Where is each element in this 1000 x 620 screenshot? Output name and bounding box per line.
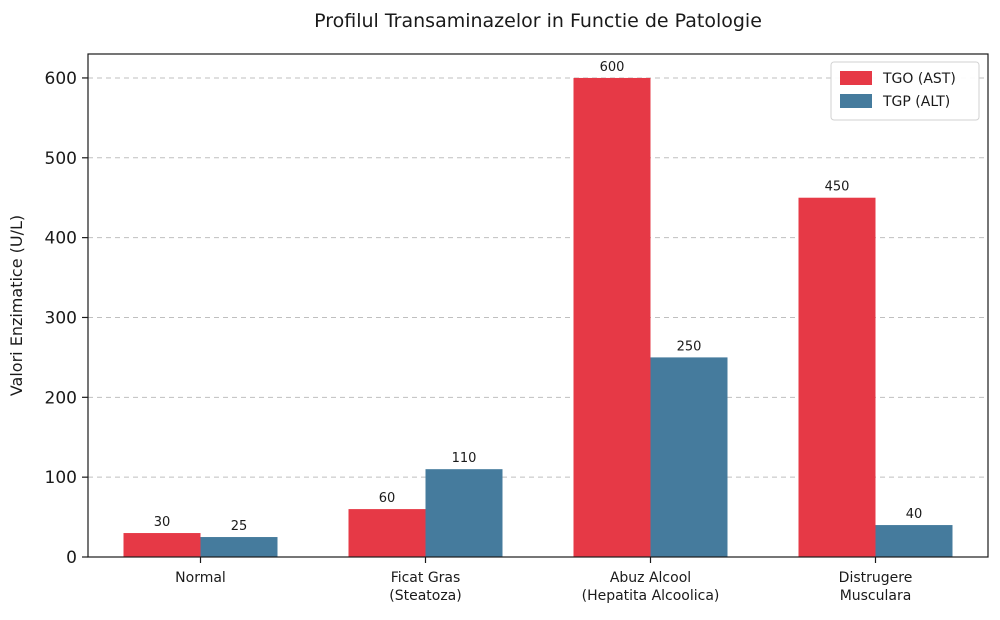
y-axis-ticks: 0 100 200 300 400 500 600 — [45, 69, 88, 568]
legend-swatch — [840, 94, 872, 108]
data-labels: 30 25 60 110 600 250 450 40 — [154, 60, 923, 534]
x-tick-label-line: Ficat Gras — [391, 570, 461, 586]
legend: TGO (AST) TGP (ALT) — [830, 61, 980, 121]
data-label: 40 — [906, 507, 923, 522]
data-label: 450 — [825, 180, 850, 195]
y-tick-label: 300 — [45, 308, 77, 328]
y-tick-label: 200 — [45, 388, 77, 408]
chart-title: Profilul Transaminazelor in Functie de P… — [314, 10, 762, 32]
data-label: 250 — [677, 339, 702, 354]
data-label: 60 — [379, 491, 396, 506]
bars — [123, 77, 953, 557]
data-label: 25 — [231, 519, 248, 534]
plot-frame — [87, 53, 989, 558]
y-tick-label: 400 — [45, 229, 77, 249]
x-tick-label-line: (Steatoza) — [389, 588, 461, 604]
x-tick-label-line: (Hepatita Alcoolica) — [582, 588, 720, 604]
y-tick-label: 500 — [45, 149, 77, 169]
bar-tgo — [348, 509, 426, 557]
x-tick-label: Normal — [175, 570, 226, 586]
x-tick-label: Distrugere Musculara — [839, 570, 913, 604]
bar-tgo — [573, 77, 651, 557]
x-tick-label-line: Normal — [175, 570, 226, 586]
bar-tgo — [798, 197, 876, 557]
data-label: 110 — [452, 451, 477, 466]
data-label: 30 — [154, 515, 171, 530]
bar-tgp — [650, 357, 728, 557]
x-tick-label: Ficat Gras (Steatoza) — [389, 570, 461, 604]
bar-tgo — [123, 533, 201, 557]
y-tick-label: 100 — [45, 468, 77, 488]
bar-tgp — [875, 525, 953, 557]
legend-swatch — [840, 71, 872, 85]
x-tick-label-line: Distrugere — [839, 570, 913, 586]
data-label: 600 — [600, 60, 625, 75]
x-axis-ticks: Normal Ficat Gras (Steatoza) Abuz Alcool (He… — [175, 557, 912, 604]
legend-label: TGO (AST) — [882, 71, 956, 87]
x-tick-label-line: Musculara — [840, 588, 912, 604]
bar-tgp — [425, 469, 503, 557]
x-tick-label: Abuz Alcool (Hepatita Alcoolica) — [582, 570, 720, 604]
y-tick-label: 0 — [66, 548, 77, 568]
bar-tgp — [200, 537, 278, 557]
y-tick-label: 600 — [45, 69, 77, 89]
x-tick-label-line: Abuz Alcool — [610, 570, 691, 586]
legend-label: TGP (ALT) — [882, 94, 950, 110]
y-axis-label: Valori Enzimatice (U/L) — [7, 215, 26, 396]
